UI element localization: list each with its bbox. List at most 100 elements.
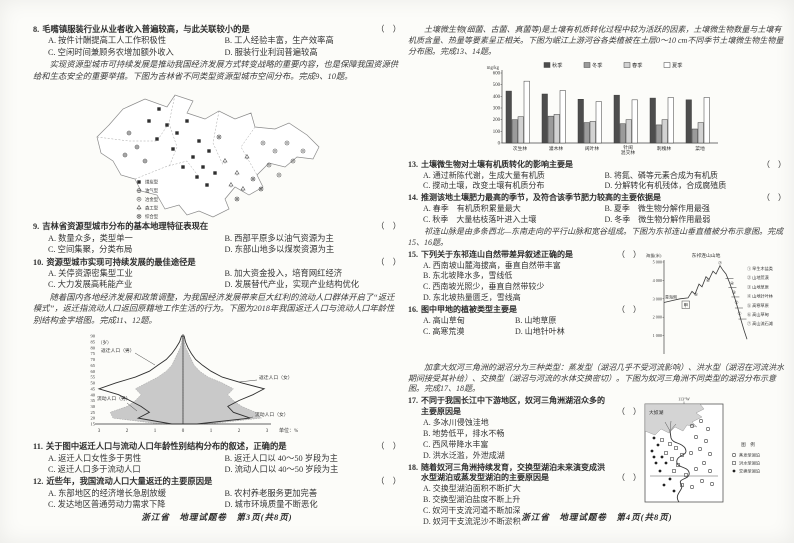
question-8-options: A. 按件计酬提高工人工作积极性 B. 工人经验丰富，生产效率高 C. 空闲时间… bbox=[33, 35, 401, 58]
svg-text:洪水型湖泊: 洪水型湖泊 bbox=[739, 460, 760, 467]
question-text: 土壤微生物对土壤有机质转化的影响主要是 bbox=[421, 159, 573, 169]
option-b: B. 地势低平，排水不畅 bbox=[423, 428, 505, 438]
question-14-options: A. 春季 有机质积累量最大 B. 夏季 微生物分解作用最强 C. 秋季 大量枯… bbox=[408, 204, 786, 226]
question-number: 8. bbox=[33, 25, 40, 34]
svg-text:70: 70 bbox=[91, 357, 96, 362]
svg-text:2 000: 2 000 bbox=[653, 314, 662, 319]
question-9-stem: 9. 吉林省资源型城市分布的基本地理特征表现在 （ ） bbox=[33, 221, 401, 232]
svg-text:阔叶林: 阔叶林 bbox=[585, 145, 600, 152]
svg-text:⑤: ⑤ bbox=[694, 291, 699, 296]
question-text: 关于图中返迁人口与流动人口年龄性别结构分布的叙述，正确的是 bbox=[45, 442, 287, 452]
svg-text:③ 山地草原: ③ 山地草原 bbox=[747, 283, 769, 289]
option-d: D. 奴河干支流泥沙不断淤积 bbox=[423, 516, 521, 526]
option-d: D. 发展替代产业，实现产业结构优化 bbox=[224, 280, 360, 290]
svg-text:次生林: 次生林 bbox=[513, 145, 528, 152]
svg-text:300: 300 bbox=[493, 106, 501, 111]
option-b: B. 西部平原多以油气资源为主 bbox=[224, 233, 334, 243]
svg-text:⑤ 高寒草原: ⑤ 高寒草原 bbox=[747, 301, 769, 307]
question-11-options: A. 返迁人口女性多于男性 B. 返迁人口以 40～50 岁段为主 C. 返迁人… bbox=[33, 453, 401, 476]
q15-16-column: 15. 下列关于东祁连山自然带差异叙述正确的是 （ ） A. 西南坡山麓海拔高，… bbox=[408, 250, 641, 339]
svg-text:40: 40 bbox=[91, 392, 96, 397]
svg-text:0: 0 bbox=[182, 429, 185, 434]
svg-text:返迁人口（男）: 返迁人口（男） bbox=[101, 347, 135, 354]
answer-bracket: （ ） bbox=[376, 25, 401, 34]
option-c: C. 空间集聚，分类布局 bbox=[48, 245, 133, 255]
option-d: D. 流动人口以 40～50 岁段为主 bbox=[224, 465, 339, 474]
option-b: B. 农村养老服务更加完善 bbox=[224, 488, 318, 498]
question-14-stem: 14. 推测该地土壤肥力最高的季节，及符合该季节肥力较高的主要依据是 （ ） bbox=[408, 193, 786, 204]
stimulus-paragraph-migration: 随着国内各地经济发展和政策调整，为我国经济发展带来巨大红利的流动人口群体开启了“… bbox=[33, 292, 395, 325]
question-16: 16. 图中甲地的植被类型主要是 （ ） A. 高山草甸 B. 山地草原 C. … bbox=[408, 305, 641, 338]
svg-text:3: 3 bbox=[266, 429, 269, 434]
question-12: 12. 近些年，我国流动人口大量返迁的主要原因是 （ ） A. 东部地区的经济增… bbox=[33, 476, 401, 510]
population-pyramid-figure: 15 20 25 30 35 40 45 50 55 60 65 70 75 80 85 90 （岁） 3 2 1 0 1… bbox=[33, 327, 401, 441]
svg-text:25: 25 bbox=[91, 410, 96, 415]
svg-text:秋季: 秋季 bbox=[552, 61, 562, 69]
question-text: 图中甲地的植被类型主要是 bbox=[421, 305, 517, 314]
question-number: 18. bbox=[408, 462, 418, 472]
option-c: C. 大力发展高耗能产业 bbox=[48, 280, 133, 290]
svg-text:④: ④ bbox=[730, 280, 735, 285]
question-text: 随着奴河三角洲持续发育，交换型湖泊未来演变成洪水型湖泊或蒸发型湖泊的主要原因是 bbox=[421, 462, 605, 483]
stimulus-paragraph-delta: 加拿大奴河三角洲的湖沼分为三种类型：蒸发型（湖沼几乎不受河流影响）、洪水型（湖沼… bbox=[408, 362, 784, 394]
option-d: D. 冬季 微生物分解作用最弱 bbox=[604, 215, 711, 224]
svg-text:（岁）: （岁） bbox=[98, 339, 112, 346]
option-d: D. 服装行业利润普遍较高 bbox=[224, 47, 318, 57]
qilian-vertical-vegetation-figure: 海拔(米) 东祁连山山地 5 000 4 000 3 000 2 000 1 000 ⑦ ⑥ ⑤ ④… bbox=[644, 250, 786, 362]
question-number: 16. bbox=[408, 305, 418, 314]
svg-text:55: 55 bbox=[91, 375, 96, 380]
svg-text:2: 2 bbox=[238, 429, 241, 434]
question-text: 毛嘴镇服装行业从业者收入普遍较高，与此关联较小的是 bbox=[42, 25, 250, 34]
question-17: 17. 不同于我国长江中下游地区，奴河三角洲湖沼众多的主要原因是 （ ） A. … bbox=[408, 396, 641, 461]
option-c: C. 秋季 大量枯枝落叶进入土壤 bbox=[423, 215, 537, 224]
svg-text:菜地: 菜地 bbox=[695, 145, 705, 152]
question-15-options: A. 西南坡山麓海拔高，垂直自然带丰富 B. 东北坡降水多，雪线低 C. 西南坡… bbox=[408, 261, 641, 305]
svg-text:30: 30 bbox=[91, 404, 96, 409]
svg-text:113°W: 113°W bbox=[678, 397, 690, 402]
question-16-stem: 16. 图中甲地的植被类型主要是 （ ） bbox=[408, 305, 641, 316]
answer-bracket: （ ） bbox=[376, 477, 401, 487]
svg-text:森工型: 森工型 bbox=[145, 205, 159, 212]
stimulus-paragraph-soil: 土壤微生物(细菌、古菌、真菌等)是土壤有机质转化过程中较为活跃的因素，土壤微生物… bbox=[408, 25, 784, 56]
question-15: 15. 下列关于东祁连山自然带差异叙述正确的是 （ ） A. 西南坡山麓海拔高，… bbox=[408, 250, 641, 304]
svg-text:600: 600 bbox=[493, 71, 501, 76]
svg-text:3 000: 3 000 bbox=[653, 296, 662, 301]
option-d: D. 城市环境质量不断恶化 bbox=[224, 500, 318, 510]
svg-text:400: 400 bbox=[493, 94, 501, 99]
question-13: 13. 土壤微生物对土壤有机质转化的影响主要是 （ ） A. 通过新陈代谢，生成… bbox=[408, 160, 786, 193]
svg-text:甲: 甲 bbox=[683, 302, 688, 308]
option-a: A. 数量众多，类型单一 bbox=[48, 233, 133, 243]
svg-text:煤炭型: 煤炭型 bbox=[145, 179, 159, 186]
answer-bracket: （ ） bbox=[617, 407, 641, 417]
question-text: 资源型城市实现可持续发展的最佳途径是 bbox=[46, 257, 196, 267]
svg-text:夏季: 夏季 bbox=[672, 61, 682, 69]
svg-text:③: ③ bbox=[732, 290, 737, 295]
question-18-options: A. 交换型湖泊面积不断扩大 B. 交换型湖泊盐度不断上升 C. 奴河干支流河道… bbox=[408, 484, 641, 528]
svg-text:返迁人口（女）: 返迁人口（女） bbox=[259, 374, 293, 381]
svg-text:东祁连山山地: 东祁连山山地 bbox=[692, 252, 721, 259]
question-10-stem: 10. 资源型城市实现可持续发展的最佳途径是 （ ） bbox=[33, 257, 401, 268]
option-c: C. 发达地区普通劳动力需求下降 bbox=[48, 500, 166, 510]
stimulus-paragraph-jilin: 实现资源型城市可持续发展是推动我国经济发展方式转变战略的重要内容，也是保障我国资… bbox=[33, 60, 399, 81]
svg-text:90: 90 bbox=[91, 334, 96, 339]
question-12-stem: 12. 近些年，我国流动人口大量返迁的主要原因是 （ ） bbox=[33, 476, 401, 487]
svg-text:500: 500 bbox=[493, 83, 501, 88]
question-number: 9. bbox=[33, 222, 40, 232]
option-a: A. 多冰川侵蚀洼地 bbox=[423, 418, 489, 427]
q17-18-with-figure: 17. 不同于我国长江中下游地区，奴河三角洲湖沼众多的主要原因是 （ ） A. … bbox=[408, 396, 786, 529]
svg-text:45: 45 bbox=[91, 387, 96, 392]
question-12-options: A. 东部地区的经济增长急剧放缓 B. 农村养老服务更加完善 C. 发达地区普通… bbox=[33, 488, 401, 511]
svg-text:⑦ 高山流石滩: ⑦ 高山流石滩 bbox=[747, 320, 773, 326]
svg-text:4 000: 4 000 bbox=[653, 278, 662, 283]
svg-text:流动人口（男）: 流动人口（男） bbox=[97, 395, 131, 402]
question-13-options: A. 通过新陈代谢，生成大量有机质 B. 将氮、磷等元素合成为有机质 C. 搅动… bbox=[408, 171, 786, 193]
question-number: 13. bbox=[408, 159, 418, 169]
question-text: 不同于我国长江中下游地区，奴河三角洲湖沼众多的主要原因是 bbox=[421, 396, 605, 417]
svg-text:60: 60 bbox=[91, 369, 96, 374]
svg-text:海拔(米): 海拔(米) bbox=[646, 252, 662, 259]
option-d: D. 东部山地多以煤炭资源为主 bbox=[224, 245, 335, 255]
stimulus-paragraph-qilian: 祁连山脉是由多条西北—东南走向的平行山脉和宽谷组成。下图为东祁连山垂直植被分布示… bbox=[408, 226, 784, 247]
svg-text:35: 35 bbox=[91, 398, 96, 403]
question-8-stem: 8. 毛嘴镇服装行业从业者收入普遍较高，与此关联较小的是 （ ） bbox=[33, 24, 401, 35]
